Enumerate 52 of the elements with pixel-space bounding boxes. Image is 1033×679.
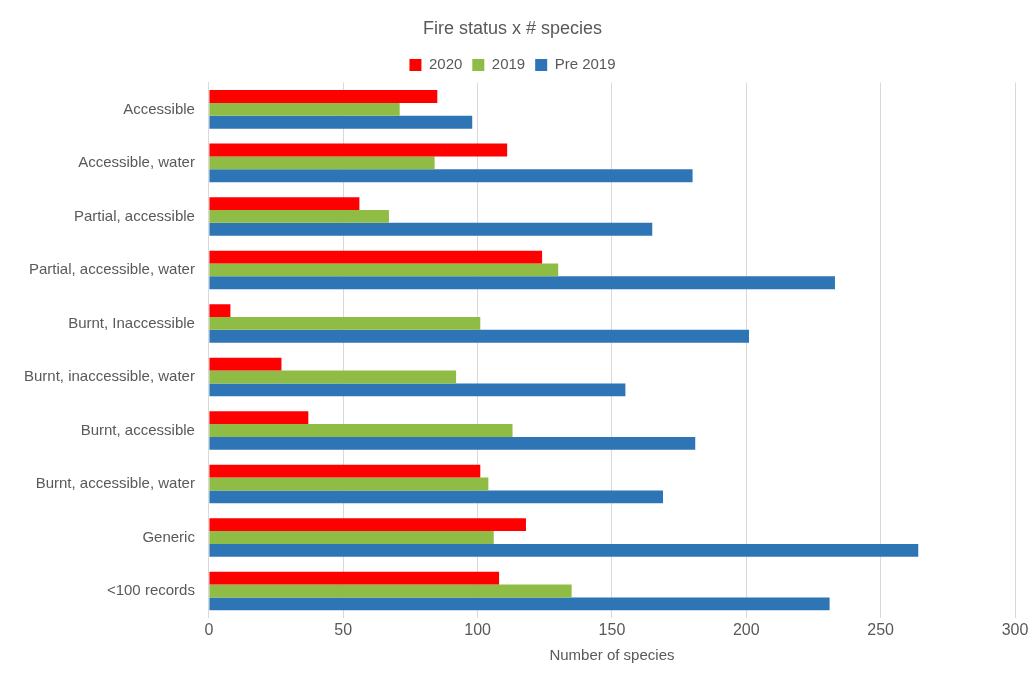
x-tick-label: 50 [334, 620, 353, 638]
legend-label: 2019 [491, 55, 526, 73]
bar [209, 90, 438, 103]
x-tick-label: 150 [598, 620, 626, 638]
bar [209, 222, 653, 236]
bar [209, 531, 494, 544]
bar [209, 304, 231, 318]
bar [209, 464, 481, 478]
x-tick-label: 0 [204, 620, 214, 638]
bar [209, 436, 696, 450]
x-tick-label: 300 [1001, 620, 1029, 638]
bar [209, 383, 626, 397]
y-tick-label: Burnt, Inaccessible [68, 313, 195, 331]
x-tick-label: 100 [464, 620, 492, 638]
y-tick-label: Burnt, accessible [80, 420, 195, 438]
bar [209, 263, 559, 277]
y-tick-label: Burnt, inaccessible, water [23, 367, 195, 385]
bar [209, 584, 572, 598]
y-tick-label: Burnt, accessible, water [35, 474, 195, 492]
x-axis-title: Number of species [549, 646, 675, 664]
bar [209, 357, 282, 371]
bar [209, 115, 473, 129]
x-tick-label: 200 [732, 620, 760, 638]
bar [209, 370, 457, 384]
bar [209, 490, 664, 504]
bar [209, 317, 481, 330]
bar [209, 518, 526, 532]
bar [209, 143, 508, 157]
x-tick-label: 250 [867, 620, 895, 638]
bar [209, 250, 543, 264]
y-tick-label: Partial, accessible, water [29, 260, 195, 278]
y-tick-label: Accessible [123, 99, 195, 117]
chart-title: Fire status x # species [422, 17, 603, 38]
bar [209, 102, 400, 116]
bar [209, 411, 309, 425]
bar [209, 169, 693, 183]
bar [209, 571, 500, 585]
bar [209, 329, 749, 343]
y-tick-label: Accessible, water [78, 153, 195, 171]
y-tick-label: Generic [142, 527, 196, 545]
bar [209, 197, 360, 210]
legend-label: 2020 [428, 55, 463, 73]
bar [209, 156, 435, 170]
bar [209, 543, 919, 557]
bar [209, 276, 835, 290]
bar [209, 597, 830, 611]
bar [209, 477, 489, 491]
y-tick-label: Partial, accessible [74, 206, 195, 224]
legend-label: Pre 2019 [554, 55, 616, 73]
bar [209, 424, 513, 437]
y-tick-label: <100 records [106, 581, 195, 599]
bar [209, 209, 389, 223]
